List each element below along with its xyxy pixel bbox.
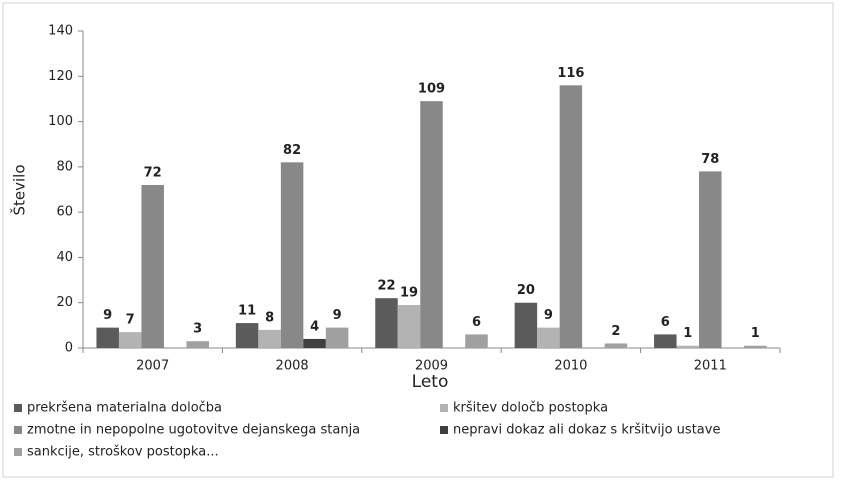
- chart-frame: [2, 2, 834, 478]
- legend-swatch: [14, 404, 22, 412]
- value-label: 22: [377, 279, 395, 294]
- legend-label: sankcije, stroškov postopka...: [27, 445, 219, 460]
- bar: [397, 304, 421, 348]
- value-label: 9: [103, 308, 112, 323]
- bar: [559, 85, 583, 348]
- x-tick-label: 2011: [694, 359, 727, 374]
- value-label: 11: [238, 304, 256, 319]
- value-label: 4: [310, 319, 319, 334]
- value-label: 78: [701, 152, 719, 167]
- value-label: 8: [265, 310, 274, 325]
- legend-swatch: [14, 426, 22, 434]
- bar: [537, 327, 560, 348]
- value-label: 109: [418, 82, 445, 97]
- y-tick-label: 60: [56, 205, 73, 220]
- legend-swatch: [14, 448, 22, 456]
- bar: [465, 334, 488, 348]
- bar: [118, 332, 142, 348]
- y-tick-label: 0: [65, 341, 73, 356]
- bar: [280, 162, 304, 348]
- legend-swatch: [440, 404, 448, 412]
- legend-swatch: [440, 426, 448, 434]
- value-label: 6: [472, 315, 481, 330]
- bar: [654, 334, 677, 348]
- value-label: 9: [544, 308, 553, 323]
- x-tick-label: 2010: [554, 359, 587, 374]
- bar: [141, 184, 164, 348]
- value-label: 19: [400, 285, 418, 300]
- x-tick-label: 2009: [415, 359, 448, 374]
- bar: [699, 171, 722, 348]
- value-label: 20: [517, 283, 535, 298]
- bar: [303, 338, 326, 348]
- x-tick-label: 2008: [276, 359, 309, 374]
- x-axis-label: Leto: [412, 372, 449, 392]
- y-axis-label: Število: [10, 164, 29, 215]
- bar: [604, 343, 628, 348]
- bar: [676, 345, 700, 348]
- value-label: 9: [333, 308, 342, 323]
- value-label: 3: [193, 322, 202, 337]
- value-label: 116: [557, 66, 584, 81]
- bar: [420, 101, 443, 348]
- value-label: 82: [283, 143, 301, 158]
- y-tick-label: 20: [56, 295, 73, 310]
- legend-label: kršitev določb postopka: [453, 401, 608, 416]
- y-tick-label: 100: [48, 114, 73, 129]
- x-tick-label: 2007: [136, 359, 169, 374]
- value-label: 1: [751, 326, 760, 341]
- bar: [235, 323, 259, 348]
- bar: [258, 329, 281, 348]
- legend-label: prekršena materialna določba: [27, 401, 222, 416]
- legend-label: nepravi dokaz ali dokaz s kršitvijo usta…: [453, 423, 720, 438]
- value-label: 6: [661, 315, 670, 330]
- y-tick-label: 40: [56, 250, 73, 265]
- y-tick-label: 120: [48, 69, 73, 84]
- bar: [744, 345, 767, 348]
- bar: [514, 302, 538, 348]
- value-label: 72: [144, 165, 162, 180]
- legend-label: zmotne in nepopolne ugotovitve dejanskeg…: [27, 423, 360, 438]
- value-label: 7: [126, 313, 135, 328]
- bar: [186, 341, 209, 348]
- bar: [375, 298, 398, 348]
- y-tick-label: 80: [56, 159, 73, 174]
- bar: [325, 327, 349, 348]
- value-label: 2: [611, 324, 620, 339]
- bar: [96, 327, 119, 348]
- value-label: 1: [683, 326, 692, 341]
- y-tick-label: 140: [48, 24, 73, 39]
